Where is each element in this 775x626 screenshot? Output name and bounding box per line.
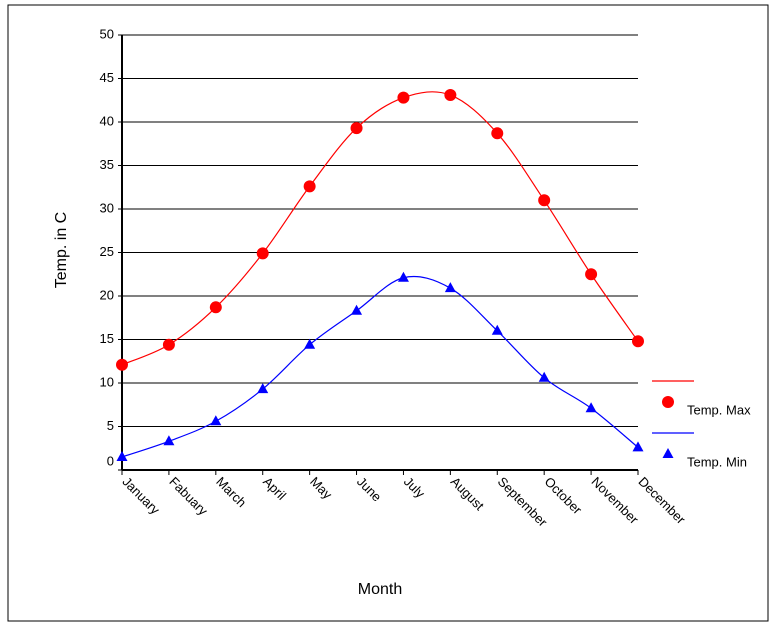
y-tick-label: 50 bbox=[100, 26, 114, 41]
x-axis-title: Month bbox=[358, 581, 402, 598]
marker bbox=[585, 268, 598, 281]
legend-label: Temp. Max bbox=[687, 402, 751, 417]
marker bbox=[303, 180, 316, 193]
marker bbox=[538, 371, 550, 382]
marker bbox=[662, 396, 674, 408]
marker bbox=[162, 338, 175, 351]
y-tick-label: 40 bbox=[100, 113, 114, 128]
marker bbox=[351, 304, 363, 315]
y-tick-label: 45 bbox=[100, 70, 114, 85]
y-tick-label: 35 bbox=[100, 157, 114, 172]
marker bbox=[209, 301, 222, 314]
marker bbox=[116, 358, 128, 371]
y-tick-label: 0 bbox=[107, 453, 114, 468]
marker bbox=[585, 402, 597, 413]
marker bbox=[491, 127, 504, 140]
marker bbox=[256, 247, 269, 260]
y-tick-label: 20 bbox=[100, 287, 114, 302]
y-tick-label: 5 bbox=[107, 418, 114, 433]
y-tick-label: 30 bbox=[100, 200, 114, 215]
marker bbox=[257, 383, 269, 394]
marker bbox=[116, 450, 128, 461]
marker bbox=[304, 338, 316, 349]
y-axis-title: Temp. in C bbox=[53, 212, 70, 288]
marker bbox=[163, 435, 175, 446]
y-tick-label: 25 bbox=[100, 244, 114, 259]
marker bbox=[632, 441, 644, 452]
marker bbox=[350, 122, 363, 135]
marker bbox=[491, 324, 503, 335]
marker bbox=[444, 89, 457, 102]
y-tick-label: 10 bbox=[100, 374, 114, 389]
chart-frame bbox=[7, 4, 769, 622]
marker bbox=[632, 335, 644, 348]
marker bbox=[397, 271, 409, 282]
marker bbox=[444, 282, 456, 293]
legend-label: Temp. Min bbox=[687, 454, 747, 469]
marker bbox=[397, 91, 410, 104]
marker bbox=[538, 194, 551, 207]
y-tick-label: 15 bbox=[100, 331, 114, 346]
marker bbox=[662, 448, 674, 458]
marker bbox=[210, 415, 222, 426]
